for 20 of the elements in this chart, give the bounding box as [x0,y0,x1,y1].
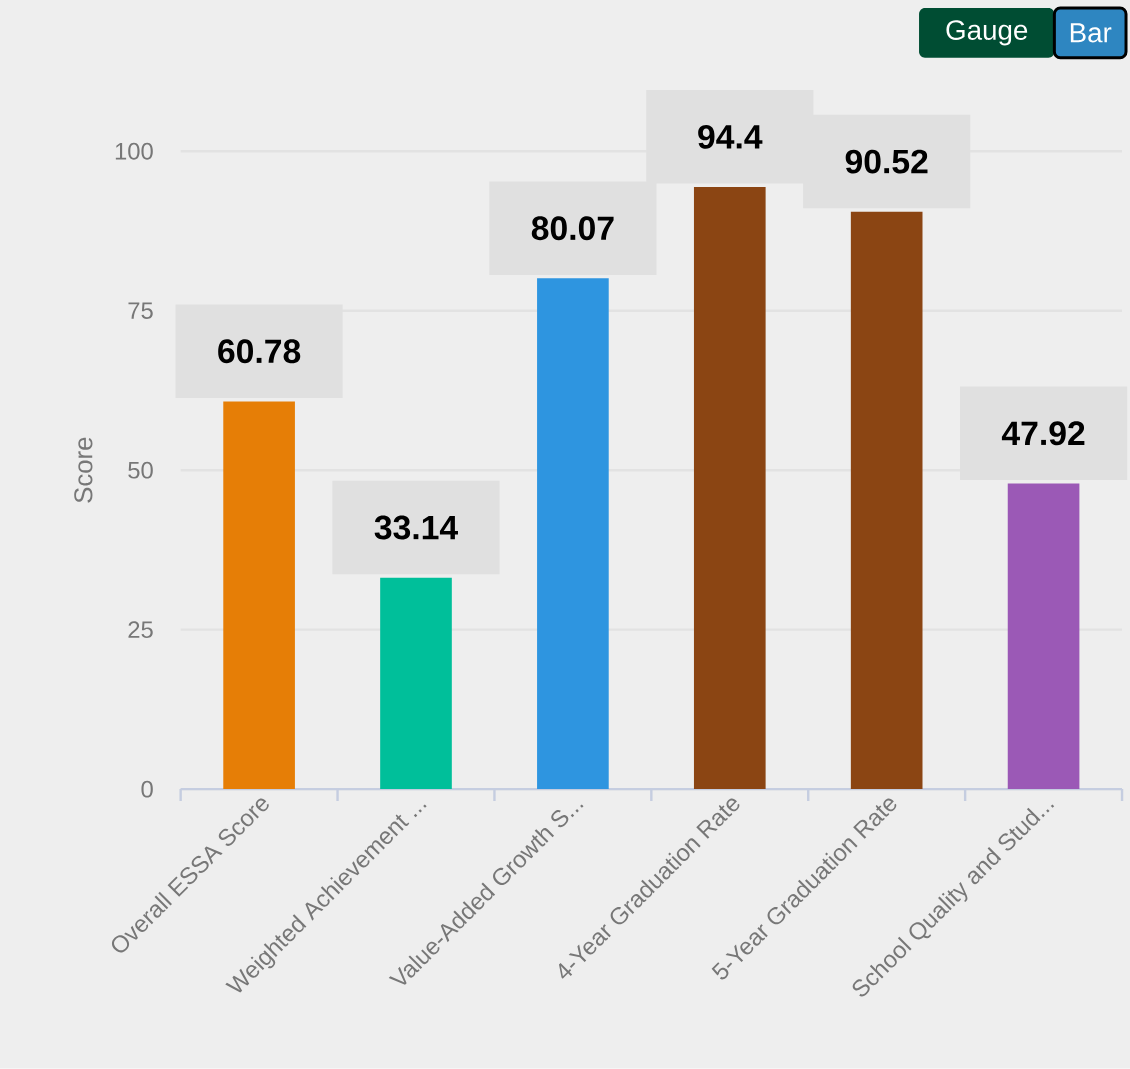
y-tick-label: 25 [128,621,153,639]
bar [223,401,295,790]
text: Bar [1070,23,1112,43]
y-tick-label: 100 [115,142,153,160]
data-label: 47.92 [1001,421,1085,446]
bar [850,211,923,790]
data-label: 90.52 [845,149,928,174]
y-tick-label: 75 [128,302,153,320]
bar [537,278,609,790]
bar [380,577,452,790]
data-label: 94.4 [698,125,763,149]
data-label: 60.78 [218,339,301,364]
y-tick-label: 0 [141,780,153,798]
y-tick-label: 50 [128,461,153,479]
data-label: 80.07 [531,216,614,241]
bar [1007,483,1080,790]
text: Gauge [946,20,1028,46]
y-axis-title: Score [74,437,93,503]
bar [693,187,766,790]
data-label: 33.14 [374,515,458,540]
